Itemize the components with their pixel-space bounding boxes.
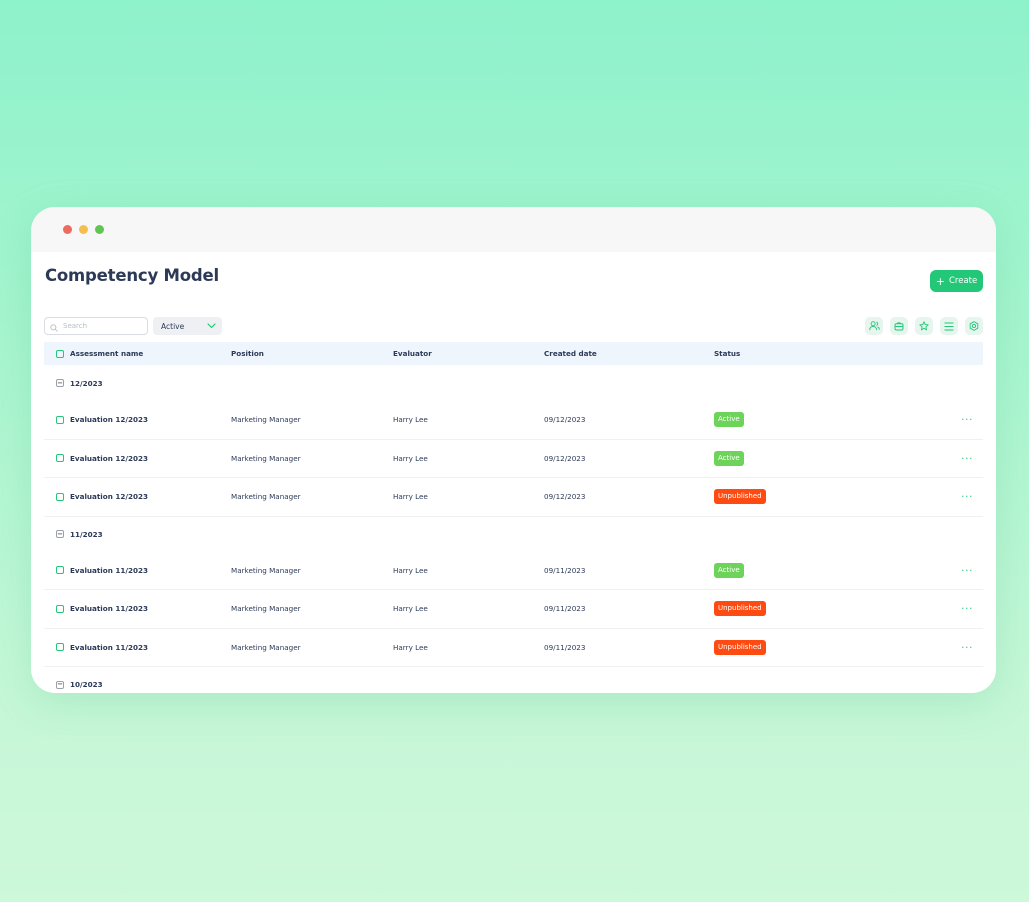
group-row[interactable]: − 11/2023 [44,517,983,552]
status-badge: Unpublished [714,639,766,655]
table-row[interactable]: Evaluation 11/2023 Marketing Manager Har… [44,590,983,629]
assessment-table: Assessment name Position Evaluator Creat… [44,342,983,693]
more-options-icon[interactable]: ··· [961,640,973,654]
search-icon [50,317,58,336]
row-checkbox[interactable] [56,415,64,424]
status-filter-select[interactable]: Active [153,317,222,335]
assessment-name[interactable]: Evaluation 12/2023 [70,492,148,502]
position-cell: Marketing Manager [231,642,301,652]
users-icon[interactable] [865,317,883,335]
evaluator-cell: Harry Lee [393,492,428,502]
page-title: Competency Model [45,266,219,285]
evaluator-cell: Harry Lee [393,642,428,652]
position-cell: Marketing Manager [231,565,301,575]
settings-icon[interactable] [965,317,983,335]
created-date-cell: 09/11/2023 [544,642,586,652]
header-name-cell: Assessment name [56,349,143,358]
group-label: 10/2023 [70,680,103,689]
more-options-icon[interactable]: ··· [961,451,973,465]
close-window-dot[interactable] [63,225,72,234]
maximize-window-dot[interactable] [95,225,104,234]
position-cell: Marketing Manager [231,604,301,614]
more-options-icon[interactable]: ··· [961,602,973,616]
status-badge: Unpublished [714,601,766,617]
header-status: Status [714,349,741,358]
app-window: Competency Model + Create Active [31,207,996,693]
header-assessment-name: Assessment name [70,349,144,358]
select-all-checkbox[interactable] [56,349,64,358]
group-label: 11/2023 [70,529,103,539]
collapse-icon[interactable]: − [56,378,64,387]
group-row[interactable]: − 12/2023 [44,365,983,401]
status-badge: Active [714,412,744,428]
header-created-date: Created date [544,349,597,358]
status-badge: Active [714,450,744,466]
search-input[interactable] [63,322,143,330]
table-row[interactable]: Evaluation 11/2023 Marketing Manager Har… [44,552,983,590]
plus-icon: + [935,274,945,288]
create-button-label: Create [948,276,978,286]
position-cell: Marketing Manager [231,415,301,425]
evaluator-cell: Harry Lee [393,565,428,575]
table-row[interactable]: Evaluation 12/2023 Marketing Manager Har… [44,478,983,517]
minimize-window-dot[interactable] [79,225,88,234]
table-row[interactable]: Evaluation 12/2023 Marketing Manager Har… [44,440,983,478]
row-checkbox[interactable] [56,643,64,652]
row-checkbox[interactable] [56,566,64,575]
evaluator-cell: Harry Lee [393,604,428,614]
assessment-name[interactable]: Evaluation 11/2023 [70,604,148,614]
table-row[interactable]: Evaluation 12/2023 Marketing Manager Har… [44,401,983,440]
position-cell: Marketing Manager [231,453,301,463]
collapse-icon[interactable]: − [56,529,64,538]
assessment-name[interactable]: Evaluation 12/2023 [70,415,148,425]
assessment-name[interactable]: Evaluation 12/2023 [70,453,148,463]
table-row[interactable]: Evaluation 11/2023 Marketing Manager Har… [44,629,983,667]
search-box[interactable] [44,317,148,335]
list-icon[interactable] [940,317,958,335]
toolbar: Active [44,317,983,335]
created-date-cell: 09/12/2023 [544,415,586,425]
status-badge: Unpublished [714,489,766,505]
chevron-down-icon [207,322,216,331]
bag-icon[interactable] [890,317,908,335]
more-options-icon[interactable]: ··· [961,490,973,504]
assessment-name[interactable]: Evaluation 11/2023 [70,642,148,652]
evaluator-cell: Harry Lee [393,453,428,463]
evaluator-cell: Harry Lee [393,415,428,425]
row-checkbox[interactable] [56,454,64,463]
star-icon[interactable] [915,317,933,335]
table-header: Assessment name Position Evaluator Creat… [44,342,983,365]
group-label: 12/2023 [70,378,103,388]
row-checkbox[interactable] [56,492,64,501]
created-date-cell: 09/11/2023 [544,604,586,614]
more-options-icon[interactable]: ··· [961,413,973,427]
created-date-cell: 09/12/2023 [544,453,586,463]
group-row[interactable]: − 10/2023 [44,667,983,693]
row-checkbox[interactable] [56,604,64,613]
header-evaluator: Evaluator [393,349,432,358]
view-actions [865,317,983,335]
window-titlebar [31,207,996,252]
status-filter-value: Active [161,321,185,331]
created-date-cell: 09/12/2023 [544,492,586,502]
position-cell: Marketing Manager [231,492,301,502]
assessment-name[interactable]: Evaluation 11/2023 [70,565,148,575]
more-options-icon[interactable]: ··· [961,563,973,577]
header-position: Position [231,349,264,358]
create-button[interactable]: + Create [930,270,983,292]
status-badge: Active [714,562,744,578]
collapse-icon[interactable]: − [56,680,64,689]
created-date-cell: 09/11/2023 [544,565,586,575]
